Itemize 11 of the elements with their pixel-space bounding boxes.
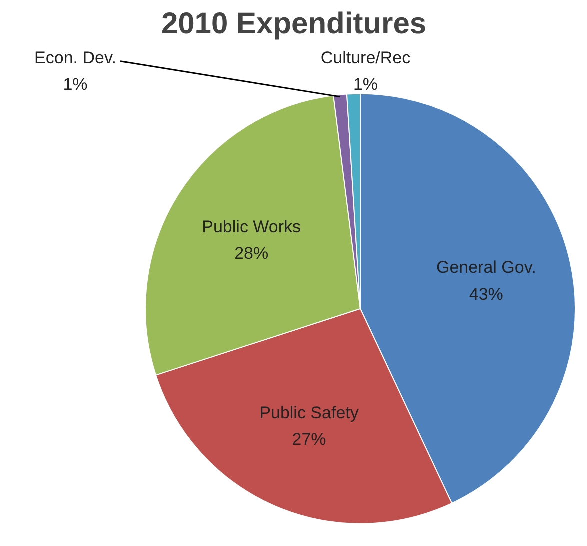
data-label: 27% [292, 430, 326, 449]
slice-label: Econ. Dev. [34, 48, 116, 68]
slice-label: Public Works [202, 218, 302, 237]
slice-label: Public Safety [260, 403, 360, 422]
slice-label: Culture/Rec [320, 48, 412, 68]
slice-label: General Gov. [436, 258, 536, 278]
data-label: 43% [469, 284, 504, 304]
data-label: 28% [234, 244, 269, 264]
data-label: 1% [353, 75, 378, 94]
data-label: 1% [63, 75, 88, 94]
chart-title: 2010 Expenditures [161, 8, 427, 40]
